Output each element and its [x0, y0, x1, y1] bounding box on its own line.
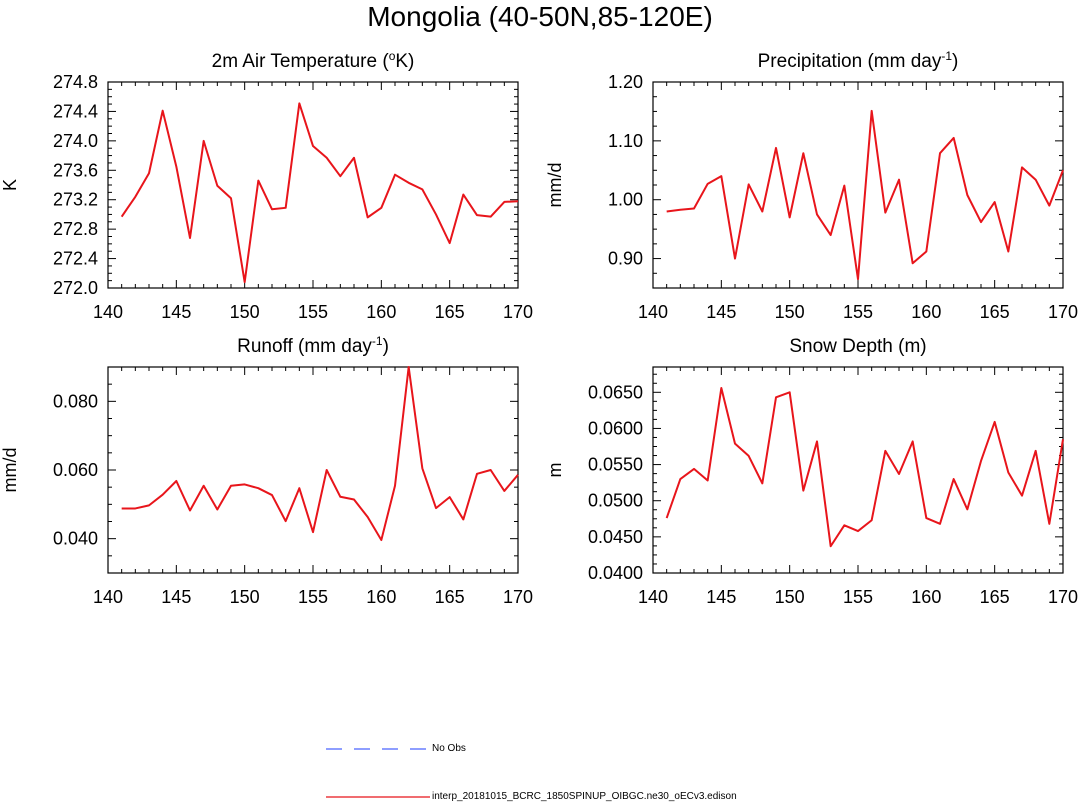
- x-tick-label: 150: [230, 302, 260, 322]
- x-tick-label: 145: [706, 302, 736, 322]
- y-tick-label: 274.8: [53, 72, 98, 92]
- series-line: [665, 386, 1064, 548]
- x-tick-label: 150: [775, 302, 805, 322]
- x-tick-label: 140: [93, 302, 123, 322]
- x-tick-label: 140: [638, 302, 668, 322]
- x-tick-label: 145: [706, 587, 736, 607]
- y-tick-label: 0.0650: [588, 382, 643, 402]
- y-tick-label: 0.0500: [588, 491, 643, 511]
- y-tick-label: 274.0: [53, 131, 98, 151]
- chart-title: Precipitation (mm day-1): [758, 49, 959, 72]
- plot-frame: [107, 81, 519, 289]
- y-tick-label: 1.10: [608, 131, 643, 151]
- y-tick-label: 0.080: [53, 391, 98, 411]
- legend-item-no-obs: No Obs: [326, 742, 526, 758]
- legend-label-no-obs: No Obs: [432, 743, 466, 754]
- legend-label-model-run: interp_20181015_BCRC_1850SPINUP_OIBGC.ne…: [432, 791, 737, 802]
- x-tick-label: 140: [638, 587, 668, 607]
- x-tick-label: 170: [503, 302, 533, 322]
- y-tick-label: 0.0400: [588, 563, 643, 583]
- x-tick-label: 160: [911, 302, 941, 322]
- y-tick-label: 0.90: [608, 249, 643, 269]
- x-tick-label: 160: [366, 587, 396, 607]
- x-tick-label: 170: [1048, 587, 1078, 607]
- chart-title: Snow Depth (m): [789, 336, 926, 357]
- y-axis-label: mm/d: [545, 163, 565, 208]
- plot-frame: [107, 366, 519, 574]
- legend: No Obs interp_20181015_BCRC_1850SPINUP_O…: [0, 730, 1080, 804]
- y-tick-label: 273.6: [53, 160, 98, 180]
- x-tick-label: 145: [161, 302, 191, 322]
- x-tick-label: 165: [435, 302, 465, 322]
- x-tick-label: 155: [298, 587, 328, 607]
- series-line: [121, 366, 519, 542]
- y-axis-label: m: [545, 463, 565, 478]
- x-tick-label: 155: [843, 587, 873, 607]
- x-tick-label: 145: [161, 587, 191, 607]
- y-tick-label: 0.0450: [588, 527, 643, 547]
- x-tick-label: 160: [911, 587, 941, 607]
- x-tick-label: 170: [503, 587, 533, 607]
- y-tick-label: 0.040: [53, 529, 98, 549]
- x-tick-label: 150: [775, 587, 805, 607]
- plot-frame: [652, 366, 1064, 574]
- chart-temperature: 2m Air Temperature (oK) K 140 145 150 155 160 1…: [0, 49, 533, 322]
- y-tick-label: 0.0600: [588, 418, 643, 438]
- y-tick-label: 274.4: [53, 101, 98, 121]
- x-tick-label: 165: [980, 302, 1010, 322]
- y-tick-label: 272.0: [53, 278, 98, 298]
- y-tick-label: 0.060: [53, 460, 98, 480]
- y-tick-label: 273.2: [53, 190, 98, 210]
- x-tick-label: 165: [435, 587, 465, 607]
- chart-runoff: Runoff (mm day-1) mm/d 140 145 150 155 160 165 1…: [0, 334, 533, 607]
- y-tick-label: 1.20: [608, 72, 643, 92]
- x-tick-label: 170: [1048, 302, 1078, 322]
- series-line: [666, 109, 1064, 281]
- y-tick-label: 272.4: [53, 249, 98, 269]
- legend-swatch-solid-line-icon: [326, 796, 430, 798]
- x-tick-label: 165: [980, 587, 1010, 607]
- series-line: [120, 102, 519, 284]
- chart-snow-depth: Snow Depth (m) m 140 145 150 155 160 165 170 0.04…: [545, 336, 1078, 607]
- y-tick-label: 272.8: [53, 219, 98, 239]
- x-tick-label: 150: [230, 587, 260, 607]
- x-tick-label: 140: [93, 587, 123, 607]
- page-title: Mongolia (40-50N,85-120E): [367, 1, 713, 32]
- chart-title: Runoff (mm day-1): [237, 334, 389, 357]
- x-tick-label: 155: [843, 302, 873, 322]
- x-tick-label: 155: [298, 302, 328, 322]
- plot-frame: [652, 81, 1064, 289]
- chart-precipitation: Precipitation (mm day-1) mm/d 140 145 150 155…: [545, 49, 1078, 322]
- x-tick-label: 160: [366, 302, 396, 322]
- legend-swatch-dashed-line-icon: [326, 748, 430, 750]
- y-axis-label: mm/d: [0, 448, 20, 493]
- chart-title: 2m Air Temperature (oK): [212, 49, 415, 72]
- y-tick-label: 0.0550: [588, 455, 643, 475]
- y-axis-label: K: [0, 179, 20, 191]
- legend-item-model-run: interp_20181015_BCRC_1850SPINUP_OIBGC.ne…: [326, 790, 786, 806]
- y-tick-label: 1.00: [608, 190, 643, 210]
